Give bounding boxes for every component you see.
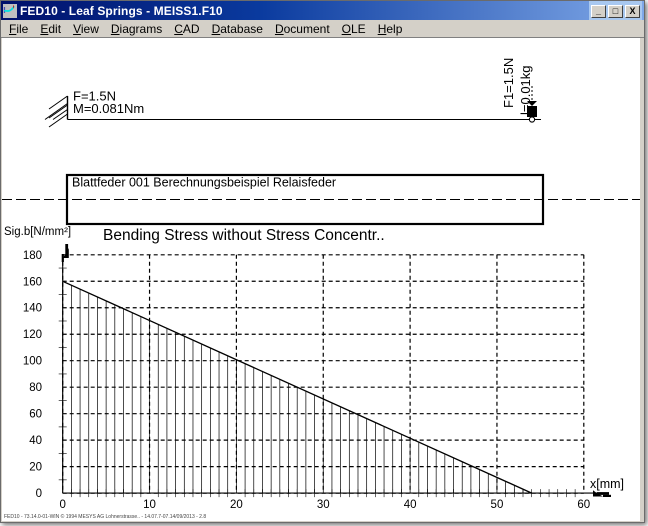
svg-text:x[mm]: x[mm] bbox=[590, 477, 624, 491]
svg-text:0: 0 bbox=[59, 499, 65, 511]
svg-text:60: 60 bbox=[577, 499, 590, 511]
svg-text:80: 80 bbox=[29, 382, 42, 394]
svg-text:180: 180 bbox=[23, 250, 42, 262]
svg-text:0: 0 bbox=[36, 488, 42, 500]
svg-text:120: 120 bbox=[23, 329, 42, 341]
svg-text:Sig.b[N/mm²]: Sig.b[N/mm²] bbox=[4, 226, 71, 238]
svg-text:20: 20 bbox=[29, 462, 42, 474]
svg-text:40: 40 bbox=[404, 499, 417, 511]
svg-text:Blattfeder 001 Berechnungsbei: Blattfeder 001 Berechnungsbeispiel Relai… bbox=[72, 176, 336, 190]
svg-text:Bending Stress without Stress: Bending Stress without Stress Concentr.. bbox=[103, 227, 385, 244]
svg-text:20: 20 bbox=[230, 499, 243, 511]
svg-text:FED10 - 73.14.0-01-WIN © 1994: FED10 - 73.14.0-01-WIN © 1994 MESYS AG L… bbox=[4, 513, 206, 520]
svg-text:100: 100 bbox=[23, 356, 42, 368]
svg-text:40: 40 bbox=[29, 435, 42, 447]
svg-text:50: 50 bbox=[491, 499, 504, 511]
svg-text:60: 60 bbox=[29, 409, 42, 421]
svg-text:F1=1.5N: F1=1.5N bbox=[501, 58, 516, 108]
svg-text:160: 160 bbox=[23, 276, 42, 288]
svg-text:140: 140 bbox=[23, 303, 42, 315]
svg-text:10: 10 bbox=[143, 499, 156, 511]
svg-text:30: 30 bbox=[317, 499, 330, 511]
svg-text:M=0.081Nm: M=0.081Nm bbox=[73, 101, 144, 116]
